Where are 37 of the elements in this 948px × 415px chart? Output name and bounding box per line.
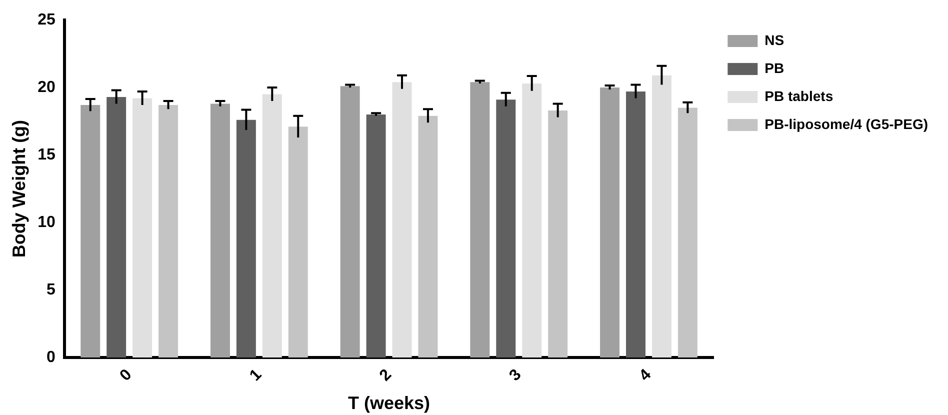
legend-label: PB	[764, 60, 784, 76]
x-tick-label: 4	[636, 366, 655, 385]
bar	[158, 105, 178, 358]
y-tick-label: 15	[38, 146, 56, 164]
bar	[678, 108, 698, 358]
y-axis-title: Body Weight (g)	[8, 120, 29, 258]
x-axis-title: T (weeks)	[348, 393, 430, 414]
x-tick-label: 1	[246, 366, 266, 385]
bar	[262, 94, 282, 358]
bar	[132, 98, 152, 358]
y-tick-label: 5	[46, 281, 56, 298]
bar	[236, 120, 256, 358]
bar	[340, 86, 360, 358]
bar	[626, 92, 646, 358]
bar	[210, 104, 230, 358]
legend-label: PB-liposome/4 (G5-PEG)	[764, 116, 928, 132]
x-tick-label: 2	[376, 366, 396, 385]
y-tick-label: 25	[38, 11, 56, 28]
legend-label: PB tablets	[764, 88, 834, 104]
y-tick-label: 20	[38, 78, 56, 96]
bar	[106, 96, 126, 358]
bar	[288, 126, 308, 358]
bar	[496, 100, 516, 358]
y-tick-label: 0	[46, 348, 56, 366]
bar	[392, 82, 412, 358]
bar	[366, 114, 386, 358]
bar	[548, 110, 568, 358]
bar	[522, 83, 542, 358]
y-tick-label: 10	[38, 214, 56, 231]
x-tick-label: 0	[116, 366, 136, 385]
bar	[652, 75, 672, 358]
bar	[600, 88, 620, 358]
x-tick-label: 3	[506, 366, 525, 385]
bar	[418, 116, 438, 358]
legend-label: NS	[764, 32, 784, 48]
bar	[470, 82, 490, 358]
bar	[80, 105, 100, 358]
